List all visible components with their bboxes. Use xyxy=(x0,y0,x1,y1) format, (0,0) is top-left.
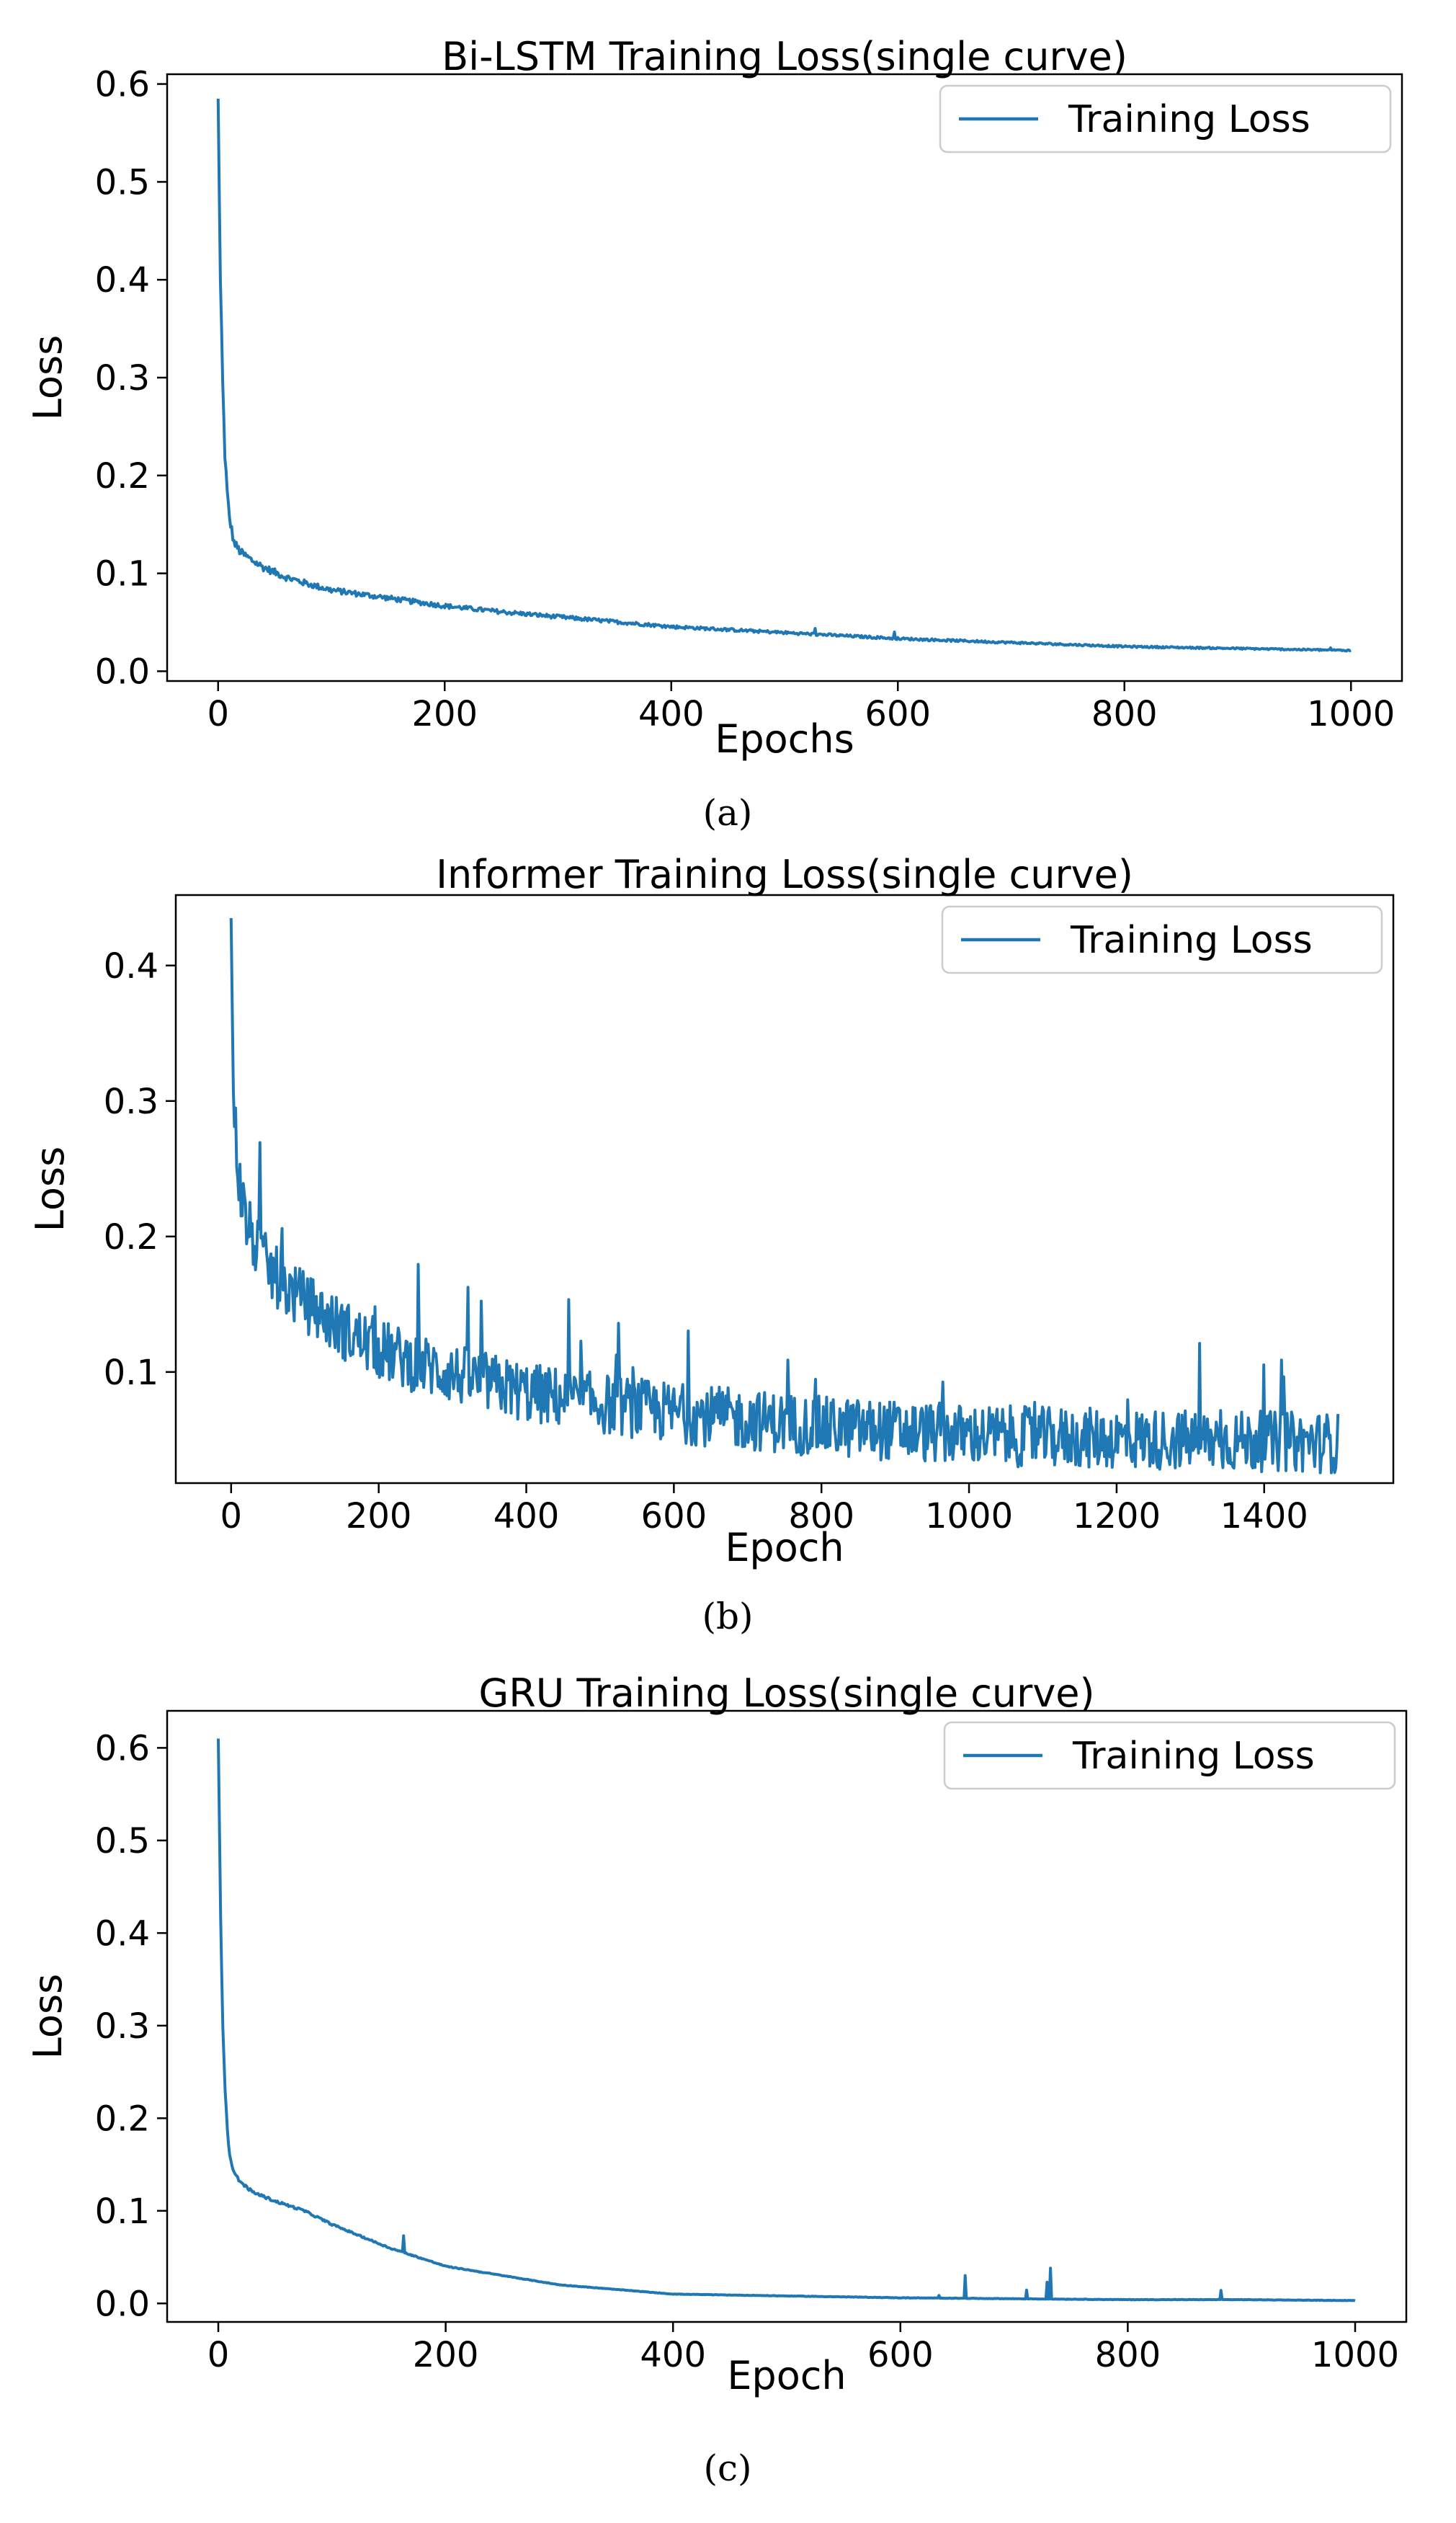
figure-caption: (b) xyxy=(702,1596,753,1637)
y-axis-label: Loss xyxy=(25,335,71,420)
x-tick-label: 0 xyxy=(220,1496,243,1536)
y-tick-label: 0.1 xyxy=(95,554,150,595)
x-tick-label: 600 xyxy=(641,1496,707,1536)
series-line-training-loss xyxy=(229,917,1340,1474)
y-tick-label: 0.5 xyxy=(95,162,150,203)
y-tick-label: 0.2 xyxy=(95,456,150,497)
y-tick-label: 0.5 xyxy=(95,1821,150,1861)
x-tick-label: 400 xyxy=(493,1496,560,1536)
x-tick-label: 1000 xyxy=(1311,2335,1399,2375)
y-tick-label: 0.3 xyxy=(95,358,150,399)
x-tick-label: 800 xyxy=(1091,694,1158,734)
x-tick-label: 1000 xyxy=(925,1496,1013,1536)
x-tick-label: 1000 xyxy=(1307,694,1395,734)
legend-label: Training Loss xyxy=(1072,1735,1315,1778)
y-tick-label: 0.2 xyxy=(95,2099,150,2139)
y-tick-label: 0.4 xyxy=(95,260,150,301)
legend-box xyxy=(941,905,1383,974)
chart-title: GRU Training Loss(single curve) xyxy=(478,1670,1094,1716)
y-axis-label: Loss xyxy=(27,1147,73,1232)
x-tick-label: 0 xyxy=(207,694,229,734)
x-tick-label: 800 xyxy=(788,1496,854,1536)
y-tick-label: 0.4 xyxy=(104,946,158,987)
y-axis-label: Loss xyxy=(25,1974,71,2059)
y-tick-label: 0.3 xyxy=(95,2006,150,2047)
y-tick-label: 0.4 xyxy=(95,1913,150,1954)
y-tick-label: 0.0 xyxy=(95,651,150,692)
x-axis-label: Epoch xyxy=(727,2353,846,2398)
y-tick-label: 0.3 xyxy=(104,1082,158,1122)
chart-panel-0: Bi-LSTM Training Loss(single curve) 0 200 4… xyxy=(25,34,1403,834)
x-tick-label: 400 xyxy=(638,694,705,734)
y-tick-label: 0.6 xyxy=(95,1728,150,1768)
plot-frame xyxy=(166,73,1403,682)
x-tick-label: 800 xyxy=(1095,2335,1161,2375)
figure-caption: (a) xyxy=(703,792,753,834)
x-tick-label: 200 xyxy=(411,694,478,734)
x-tick-label: 0 xyxy=(207,2335,230,2375)
x-tick-label: 600 xyxy=(865,694,931,734)
legend-label: Training Loss xyxy=(1068,98,1310,141)
legend-box xyxy=(943,1721,1396,1790)
x-tick-label: 600 xyxy=(867,2335,934,2375)
x-tick-label: 1200 xyxy=(1073,1496,1161,1536)
legend-label: Training Loss xyxy=(1070,919,1313,962)
chart-panel-1: Informer Training Loss(single curve) 0 200… xyxy=(27,852,1395,1637)
chart-title: Informer Training Loss(single curve) xyxy=(436,852,1133,897)
chart-panel-2: GRU Training Loss(single curve) 0 200 400 60… xyxy=(25,1670,1408,2489)
x-tick-label: 200 xyxy=(413,2335,479,2375)
plot-frame xyxy=(166,1709,1408,2323)
y-tick-label: 0.2 xyxy=(104,1217,158,1258)
y-tick-label: 0.1 xyxy=(95,2192,150,2232)
x-axis-label: Epochs xyxy=(715,716,854,762)
plot-frame xyxy=(174,894,1395,1485)
x-tick-label: 200 xyxy=(346,1496,412,1536)
y-tick-label: 0.1 xyxy=(104,1353,158,1393)
legend-box xyxy=(939,84,1392,153)
y-tick-label: 0.6 xyxy=(95,65,150,105)
chart-title: Bi-LSTM Training Loss(single curve) xyxy=(442,34,1127,79)
x-axis-label: Epoch xyxy=(725,1525,844,1570)
series-line-training-loss xyxy=(217,1738,1356,2302)
series-line-training-loss xyxy=(216,98,1352,653)
y-tick-label: 0.0 xyxy=(95,2284,150,2324)
x-tick-label: 400 xyxy=(640,2335,706,2375)
x-tick-label: 1400 xyxy=(1220,1496,1308,1536)
figure-caption: (c) xyxy=(703,2447,751,2489)
